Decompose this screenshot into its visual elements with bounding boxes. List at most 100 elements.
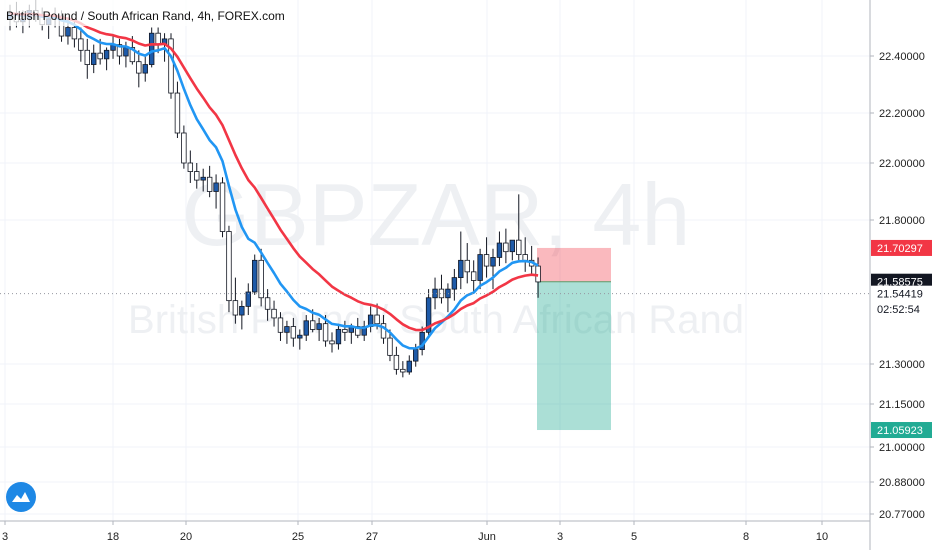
y-tick-label: 20.88000 (879, 477, 925, 489)
title-backdrop (0, 0, 290, 26)
candle-body (451, 277, 458, 290)
logo-button[interactable] (6, 482, 36, 512)
candle-body (458, 259, 464, 279)
countdown-price-label: 02:52:54 (877, 304, 920, 316)
logo-icon (12, 492, 30, 502)
candle-body (232, 300, 239, 316)
y-tick-label: 21.80000 (879, 215, 925, 227)
candle-body (116, 44, 123, 57)
candle-body (329, 340, 335, 345)
symbol-watermark: GBPZAR, 4h (182, 165, 691, 264)
time-axis[interactable]: 3 18 20 25 27 Jun 3 5 8 10 (2, 521, 828, 543)
candle-body (123, 47, 129, 57)
x-tick-label: 27 (366, 531, 378, 543)
candle-body (239, 305, 245, 316)
y-tick-label: 20.77000 (879, 509, 925, 521)
candle-body (78, 38, 84, 51)
candle-body (335, 329, 342, 345)
candle-body (187, 162, 194, 172)
candle-body (252, 259, 258, 293)
y-tick-label: 21.00000 (879, 442, 925, 454)
candle-body (148, 32, 155, 65)
stop-price-tag (871, 239, 932, 256)
candle-body (303, 320, 309, 336)
candle-body (219, 182, 226, 232)
candle-body (258, 259, 264, 299)
candle-body (71, 27, 78, 40)
candle-body (174, 92, 181, 134)
candle-body (464, 259, 470, 273)
candle-body (438, 288, 445, 299)
candle-body (387, 337, 393, 356)
x-tick-label: 8 (743, 531, 749, 543)
candle-body (226, 231, 232, 302)
candle-body (316, 323, 322, 330)
take-profit-zone[interactable] (537, 281, 611, 431)
x-tick-label: 18 (107, 531, 119, 543)
candle-body (97, 52, 103, 60)
candle-body (490, 257, 496, 267)
candle-body (400, 368, 406, 373)
candle-body (380, 323, 387, 339)
x-tick-label: 3 (557, 531, 563, 543)
chart-title: British Pound / South African Rand, 4h, … (6, 9, 285, 23)
candle-body (264, 297, 271, 310)
price-axis[interactable]: 22.40000 22.20000 22.00000 21.80000 21.30000… (870, 51, 925, 521)
candle-body (290, 326, 297, 339)
candle-body (413, 349, 419, 362)
candle-body (483, 254, 490, 267)
candle-body (445, 288, 451, 299)
name-watermark: British Pound / South African Rand (128, 298, 744, 342)
candle-body (91, 52, 97, 65)
target-price-label: 21.05923 (877, 425, 923, 437)
stop-price-label: 21.70297 (877, 243, 923, 255)
x-tick-label: 5 (631, 531, 637, 543)
candle-body (181, 132, 187, 164)
candle-body (84, 49, 90, 65)
stop-loss-zone[interactable] (537, 247, 611, 282)
candle-body (393, 354, 400, 370)
candle-body (136, 61, 142, 74)
ema-slow-line (9, 11, 539, 332)
candle-body (194, 171, 200, 181)
candle-body (297, 334, 303, 339)
x-tick-label: 10 (816, 531, 828, 543)
candle-body (103, 49, 110, 60)
candle-body (213, 182, 219, 192)
grid (0, 0, 870, 521)
y-tick-label: 22.20000 (879, 108, 925, 120)
candle-body (509, 239, 516, 253)
moving-averages (0, 11, 870, 350)
crosshair-price-label: 21.54419 (877, 289, 923, 301)
y-tick-label: 21.30000 (879, 359, 925, 371)
x-tick-label: 20 (180, 531, 192, 543)
candle-body (406, 360, 412, 373)
logo-circle (6, 482, 36, 512)
y-tick-label: 22.00000 (879, 158, 925, 170)
candle-body (271, 308, 277, 319)
short-position-tool[interactable] (537, 247, 611, 431)
candle-body (425, 297, 432, 333)
candle-body (245, 291, 251, 307)
candle-body (470, 271, 477, 281)
x-tick-label: Jun (478, 531, 496, 543)
candle-body (168, 38, 174, 94)
x-tick-label: 3 (2, 531, 8, 543)
candle-body (277, 317, 284, 333)
candle-body (309, 320, 316, 330)
candle-body (503, 242, 509, 253)
candle-body (200, 176, 206, 181)
y-tick-label: 22.40000 (879, 51, 925, 63)
candle-body (284, 326, 290, 333)
candle-body (522, 254, 528, 261)
candle-body (65, 27, 71, 37)
candle-body (142, 64, 148, 74)
candle-body (129, 47, 136, 63)
candle-body (477, 254, 483, 281)
x-tick-label: 25 (292, 531, 304, 543)
candle-body (342, 329, 348, 333)
